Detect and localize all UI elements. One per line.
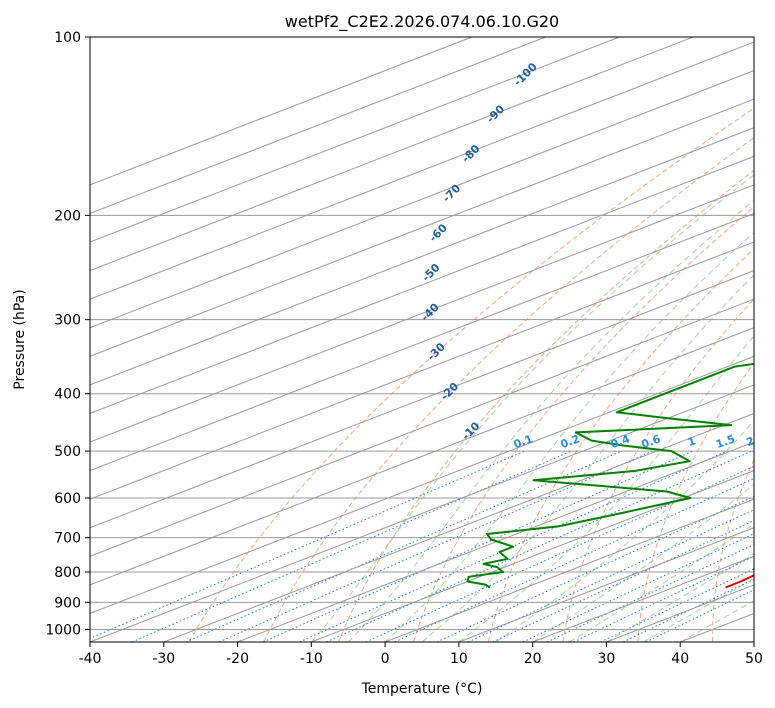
x-tick-label: 0 [381,651,390,667]
isotherm-gridline [90,184,754,443]
isotherm-gridline [90,98,754,357]
x-tick-label: 30 [598,651,616,667]
mixing-ratio-label: 0.4 [609,432,632,451]
y-tick-label: 200 [54,208,81,224]
isotherm-gridline [90,327,754,586]
isotherm-gridline [90,384,754,642]
y-tick-label: 700 [54,531,81,547]
y-axis-ticks: 100 200 300 400 500 600 700 800 900 1000 [45,30,90,638]
moist-adiabat [606,553,754,642]
dry-adiabat [263,137,754,642]
y-tick-label: 1000 [45,622,81,638]
y-tick-label: 100 [54,30,81,46]
dry-adiabat [412,206,754,642]
mixing-ratio-label: 2 [744,434,756,449]
mixing-ratio-line [365,465,754,642]
mixing-ratio-label: 1 [686,434,698,449]
moist-adiabat [643,577,754,642]
moist-adiabat [458,335,754,642]
x-tick-label: 10 [450,651,468,667]
isotherm-gridline [90,37,620,243]
isotherm-gridline [90,355,754,614]
x-tick-label: 20 [524,651,542,667]
x-tick-label: 40 [671,651,689,667]
plot-area: 0.10.20.40.611.52346810131620253036-100-… [90,37,756,642]
mixing-ratio-line [90,450,525,639]
isotherm-gridline [90,37,694,272]
y-tick-label: 900 [54,595,81,611]
isotherm-gridline [90,127,754,386]
profile-series [466,362,754,589]
isotherm-gridline [90,37,472,186]
mixing-ratio-line [436,495,754,642]
isotherm-gridline [90,241,754,500]
mixing-ratio-line [218,450,653,642]
x-axis-ticks: -40 -30 -20 -10 0 10 20 30 40 50 [79,642,763,667]
moist-adiabat [532,483,754,642]
isotherm-gridline [458,527,754,642]
y-tick-label: 300 [54,313,81,329]
y-tick-label: 400 [54,387,81,403]
mixing-ratio-label: 0.6 [640,432,663,451]
mixing-ratio-line [299,450,727,642]
plot-background [90,37,754,642]
moist-adiabat [421,274,754,642]
dewpoint-profile-line [466,362,754,589]
moist-adiabat [495,419,754,642]
y-tick-label: 500 [54,444,81,460]
dry-adiabats [188,107,754,642]
mixing-ratio-line [326,450,752,642]
x-tick-label: -40 [79,651,102,667]
mixing-ratio-label: 0.2 [559,432,582,451]
dry-adiabat [487,248,754,642]
mixing-ratio-label: 1.5 [714,432,737,451]
isotherm-gridline [90,155,754,414]
x-tick-label: -30 [152,651,175,667]
isotherm-gridline [90,270,754,529]
isotherm-gridline [384,498,754,642]
dry-adiabat [188,107,754,642]
dry-adiabat [637,362,754,642]
isotherm-gridline [90,70,754,329]
isotherm-gridline [90,37,546,214]
moist-adiabat [384,231,754,642]
mixing-ratio-label: 0.1 [512,432,535,451]
chart-title: wetPf2_C2E2.2026.074.06.10.G20 [285,12,559,32]
isotherm-gridline [90,41,754,300]
isotherm-gridline [311,470,754,642]
dry-adiabat [338,169,754,642]
x-axis-title: Temperature (°C) [361,681,483,697]
plot-frame [89,36,755,643]
isotherm-gridline [163,412,754,642]
y-tick-label: 600 [54,491,81,507]
isotherm-gridlines [90,37,754,642]
y-tick-label: 800 [54,565,81,581]
x-tick-label: -20 [226,651,249,667]
mixing-ratio-line [522,533,754,642]
isotherm-gridline [90,212,754,472]
y-axis-title: Pressure (hPa) [12,289,28,389]
x-tick-label: -10 [300,651,323,667]
isotherm-gridline [90,298,754,557]
x-tick-label: 50 [745,651,763,667]
isobar-gridlines [90,37,754,630]
